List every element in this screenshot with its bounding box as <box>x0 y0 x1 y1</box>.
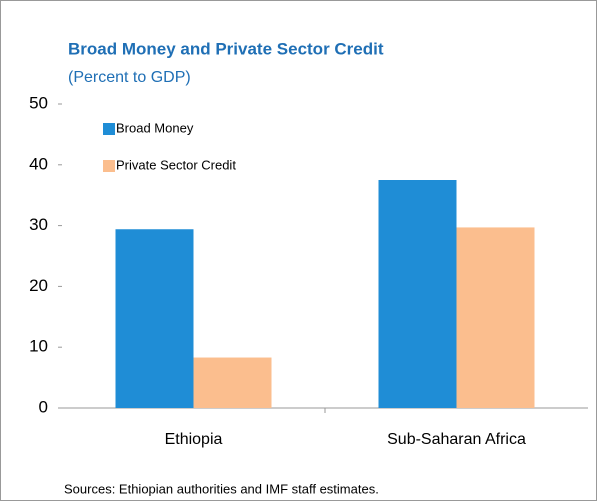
x-tick-label: Ethiopia <box>165 431 223 448</box>
legend-swatch <box>103 160 115 172</box>
legend-swatch <box>103 123 115 135</box>
legend-label: Private Sector Credit <box>116 157 236 172</box>
y-tick-label: 50 <box>29 93 48 112</box>
y-tick-label: 0 <box>39 397 48 416</box>
bar <box>456 227 535 408</box>
y-tick-label: 20 <box>29 276 48 295</box>
chart-subtitle: (Percent to GDP) <box>68 69 191 86</box>
bar <box>378 180 457 408</box>
bar <box>115 229 194 408</box>
y-tick-label: 40 <box>29 154 48 173</box>
chart-title: Broad Money and Private Sector Credit <box>68 39 384 58</box>
source-note: Sources: Ethiopian authorities and IMF s… <box>64 481 379 496</box>
legend-label: Broad Money <box>116 120 194 135</box>
y-tick-label: 10 <box>29 337 48 356</box>
y-tick-label: 30 <box>29 215 48 234</box>
bar <box>193 357 272 408</box>
x-tick-label: Sub-Saharan Africa <box>387 431 526 448</box>
